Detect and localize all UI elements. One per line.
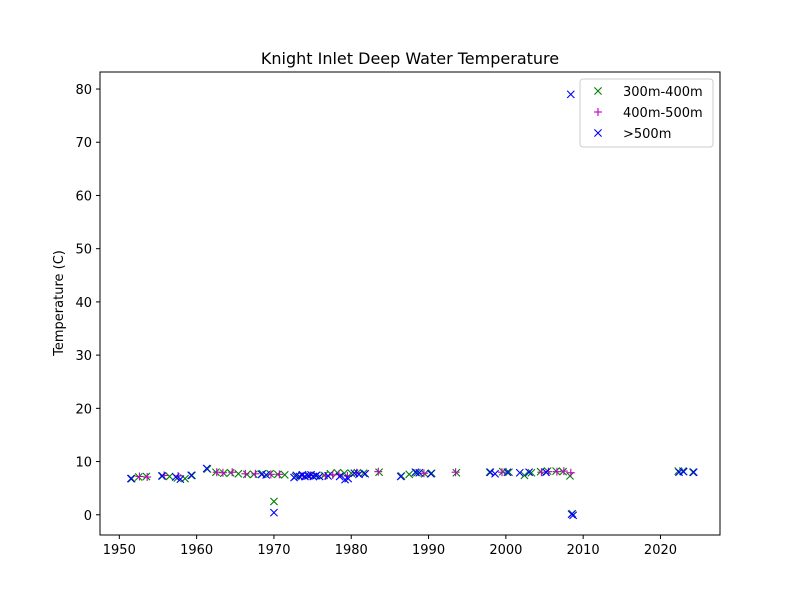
y-axis-label: Temperature (C) (52, 250, 67, 357)
data-point (689, 468, 698, 477)
data-point (515, 468, 524, 477)
series-3 (126, 90, 698, 520)
data-point (566, 90, 575, 99)
plot-area (126, 90, 698, 520)
legend-marker (594, 129, 602, 137)
y-axis: 0 10 20 30 40 50 60 70 80 (75, 83, 100, 524)
data-point (525, 468, 534, 477)
data-point (359, 469, 368, 478)
data-point (426, 469, 435, 478)
data-point (451, 468, 460, 477)
data-point (157, 471, 166, 480)
data-point (251, 469, 260, 478)
y-tick-label: 30 (75, 349, 92, 364)
y-tick-label: 70 (75, 136, 92, 151)
data-point (165, 472, 174, 481)
data-point (315, 472, 324, 481)
legend-box (579, 78, 714, 148)
data-point (679, 467, 688, 476)
data-point (419, 469, 428, 478)
data-point (269, 508, 278, 517)
data-point (537, 468, 546, 477)
data-point (324, 471, 333, 480)
data-point (344, 474, 353, 483)
data-point (361, 469, 370, 478)
data-point (187, 471, 196, 480)
data-point (569, 511, 578, 520)
data-point (280, 470, 289, 479)
data-point (527, 468, 536, 477)
data-point (503, 468, 512, 477)
data-point (354, 470, 363, 479)
x-tick-label: 1970 (257, 543, 290, 558)
y-tick-label: 10 (75, 456, 92, 471)
data-point (412, 468, 421, 477)
y-tick-label: 80 (75, 83, 92, 98)
data-point (497, 468, 506, 477)
data-point (552, 467, 561, 476)
chart-title: Knight Inlet Deep Water Temperature (261, 49, 559, 68)
data-point (415, 468, 424, 477)
data-point (350, 469, 359, 478)
data-point (405, 470, 414, 479)
x-tick-label: 1960 (180, 543, 213, 558)
data-point (374, 467, 383, 476)
y-tick-label: 50 (75, 243, 92, 258)
data-point (266, 470, 275, 479)
data-point (486, 468, 495, 477)
data-point (143, 472, 152, 481)
data-point (262, 470, 271, 479)
legend-marker (594, 108, 602, 116)
x-tick-label: 1980 (335, 543, 368, 558)
data-point (218, 468, 227, 477)
x-tick-label: 1950 (103, 543, 136, 558)
data-point (300, 472, 309, 481)
y-tick-label: 0 (84, 509, 92, 524)
data-point (126, 474, 135, 483)
x-axis: 1950 1960 1970 1980 1990 2000 2010 2020 (103, 535, 677, 558)
series-1 (127, 465, 697, 518)
data-point (396, 472, 405, 481)
data-point (566, 468, 575, 477)
data-point (335, 472, 344, 481)
y-tick-label: 20 (75, 402, 92, 417)
y-tick-label: 40 (75, 296, 92, 311)
data-point (202, 464, 211, 473)
data-point (135, 472, 144, 481)
data-point (269, 497, 278, 506)
data-point (234, 469, 243, 478)
data-point (559, 467, 568, 476)
legend-label: 400m-500m (623, 106, 703, 121)
legend-marker (594, 87, 602, 95)
legend-label: 300m-400m (623, 85, 703, 100)
data-point (275, 470, 284, 479)
data-point (520, 471, 529, 480)
data-point (171, 473, 180, 481)
data-point (491, 469, 500, 478)
data-point (241, 469, 250, 478)
x-tick-label: 1990 (412, 543, 445, 558)
x-tick-label: 2000 (489, 543, 522, 558)
data-point (504, 468, 513, 477)
data-point (566, 471, 575, 480)
legend: 300m-400m 400m-500m >500m (579, 78, 714, 148)
data-point (542, 468, 551, 477)
data-point (176, 475, 185, 484)
axes-frame (99, 71, 721, 536)
x-tick-label: 2020 (644, 543, 677, 558)
y-tick-label: 60 (75, 189, 92, 204)
data-point (228, 468, 237, 477)
legend-label: >500m (623, 127, 671, 142)
x-tick-label: 2010 (567, 543, 600, 558)
